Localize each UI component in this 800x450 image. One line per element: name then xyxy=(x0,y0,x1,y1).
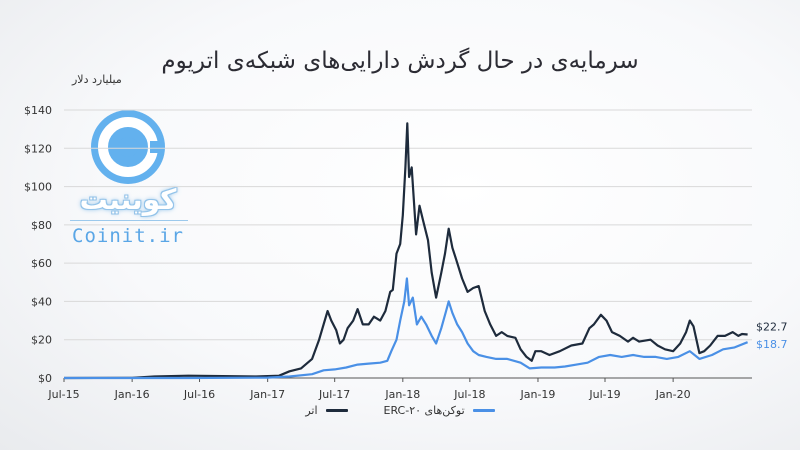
legend-swatch-erc20 xyxy=(472,409,495,412)
erc20-series-line xyxy=(64,277,749,380)
ether-end-label: $22.7 xyxy=(756,321,788,334)
logo-brand-latin: Coinit.ir xyxy=(72,225,184,247)
coinit-watermark-logo: کوینیت Coinit.ir xyxy=(66,107,190,252)
legend-swatch-ether xyxy=(325,409,348,412)
erc20-end-label: $18.7 xyxy=(756,338,788,351)
y-tick-label: $20 xyxy=(31,334,52,347)
legend-label-erc20: توکن‌های ERC-۲۰ xyxy=(383,404,465,417)
y-tick-label: $100 xyxy=(24,181,52,194)
y-tick-label: $140 xyxy=(24,104,52,117)
y-tick-label: $60 xyxy=(31,257,52,270)
coin-logo-icon xyxy=(91,110,165,184)
ether-series-line xyxy=(63,122,748,380)
y-tick-label: $80 xyxy=(31,219,52,232)
chart-legend: اتر توکن‌های ERC-۲۰ xyxy=(0,404,800,417)
x-tick-label: Jul-17 xyxy=(318,388,350,401)
x-tick-label: Jan-16 xyxy=(114,388,150,401)
legend-item-erc20: توکن‌های ERC-۲۰ xyxy=(384,404,495,417)
x-tick-label: Jan-17 xyxy=(249,388,285,401)
x-tick-label: Jan-20 xyxy=(655,388,691,401)
logo-brand-persian: کوینیت xyxy=(79,183,177,216)
legend-label-ether: اتر xyxy=(305,404,318,417)
legend-item-ether: اتر xyxy=(305,404,348,417)
x-tick-label: Jul-15 xyxy=(47,388,79,401)
x-tick-label: Jan-18 xyxy=(384,388,420,401)
logo-divider xyxy=(70,220,188,221)
x-tick-label: Jul-18 xyxy=(453,388,485,401)
x-tick-label: Jul-16 xyxy=(183,388,215,401)
y-axis-unit-label: میلیارد دلار xyxy=(72,73,122,86)
y-tick-label: $120 xyxy=(24,142,52,155)
x-tick-label: Jan-19 xyxy=(520,388,556,401)
x-tick-label: Jul-19 xyxy=(588,388,620,401)
y-tick-label: $40 xyxy=(31,295,52,308)
chart-title: سرمایه‌ی در حال گردش دارایی‌های شبکه‌ی ا… xyxy=(161,48,639,74)
y-tick-label: $0 xyxy=(38,372,52,385)
